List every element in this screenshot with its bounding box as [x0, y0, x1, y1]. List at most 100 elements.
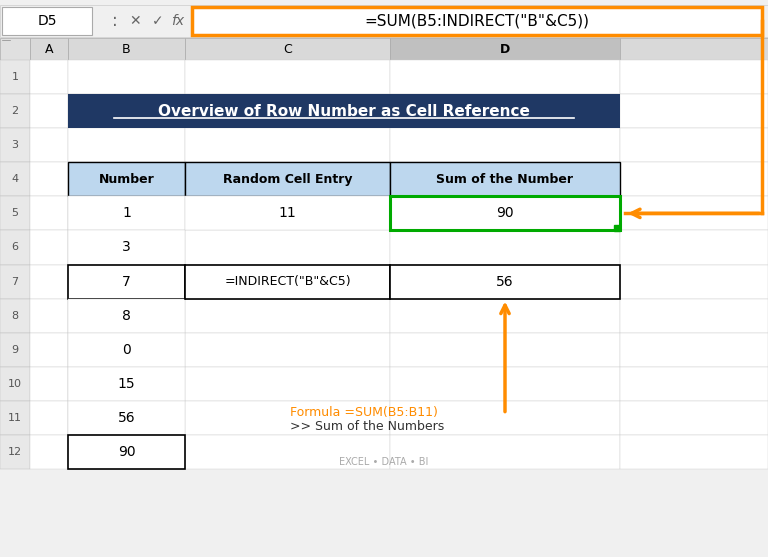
FancyBboxPatch shape — [620, 367, 768, 401]
FancyBboxPatch shape — [68, 265, 185, 299]
Text: =SUM(B5:INDIRECT("B"&C5)): =SUM(B5:INDIRECT("B"&C5)) — [365, 13, 590, 28]
FancyBboxPatch shape — [0, 367, 30, 401]
Text: 90: 90 — [118, 445, 135, 459]
FancyBboxPatch shape — [0, 128, 30, 162]
FancyBboxPatch shape — [620, 162, 768, 196]
FancyBboxPatch shape — [185, 162, 390, 196]
FancyBboxPatch shape — [30, 299, 68, 333]
FancyBboxPatch shape — [390, 299, 620, 333]
FancyBboxPatch shape — [620, 38, 768, 60]
FancyBboxPatch shape — [185, 196, 390, 231]
FancyBboxPatch shape — [185, 38, 390, 60]
FancyBboxPatch shape — [68, 94, 620, 128]
Text: fx: fx — [171, 14, 184, 28]
Text: ✓: ✓ — [152, 14, 164, 28]
FancyBboxPatch shape — [620, 60, 768, 94]
Text: >> Sum of the Numbers: >> Sum of the Numbers — [290, 420, 444, 433]
FancyBboxPatch shape — [68, 401, 185, 435]
Text: Sum of the Number: Sum of the Number — [436, 173, 574, 186]
FancyBboxPatch shape — [390, 401, 620, 435]
FancyBboxPatch shape — [620, 128, 768, 162]
Text: A: A — [45, 42, 53, 56]
FancyBboxPatch shape — [390, 94, 620, 128]
FancyBboxPatch shape — [30, 435, 68, 469]
Text: 8: 8 — [122, 309, 131, 323]
FancyBboxPatch shape — [620, 299, 768, 333]
FancyBboxPatch shape — [0, 60, 30, 94]
FancyBboxPatch shape — [0, 196, 30, 231]
Text: C: C — [283, 42, 292, 56]
FancyBboxPatch shape — [390, 367, 620, 401]
Text: =INDIRECT("B"&C5): =INDIRECT("B"&C5) — [224, 275, 351, 288]
FancyBboxPatch shape — [185, 401, 390, 435]
Text: Random Cell Entry: Random Cell Entry — [223, 173, 353, 186]
FancyBboxPatch shape — [0, 5, 768, 37]
FancyBboxPatch shape — [68, 367, 185, 401]
Text: 0: 0 — [122, 343, 131, 356]
Text: 5: 5 — [12, 208, 18, 218]
FancyBboxPatch shape — [390, 38, 620, 60]
FancyBboxPatch shape — [68, 231, 185, 265]
Text: 15: 15 — [118, 377, 135, 391]
FancyBboxPatch shape — [185, 94, 390, 128]
Text: Number: Number — [98, 173, 154, 186]
FancyBboxPatch shape — [68, 299, 185, 333]
Text: Overview of Row Number as Cell Reference: Overview of Row Number as Cell Reference — [158, 104, 530, 119]
Text: D: D — [500, 42, 510, 56]
FancyBboxPatch shape — [0, 299, 30, 333]
FancyBboxPatch shape — [0, 231, 30, 265]
FancyBboxPatch shape — [390, 162, 620, 196]
FancyBboxPatch shape — [30, 38, 68, 60]
FancyBboxPatch shape — [390, 196, 620, 231]
FancyBboxPatch shape — [30, 265, 68, 299]
FancyBboxPatch shape — [30, 401, 68, 435]
FancyBboxPatch shape — [30, 94, 68, 128]
FancyBboxPatch shape — [68, 196, 185, 231]
Text: 56: 56 — [118, 411, 135, 425]
FancyBboxPatch shape — [68, 333, 185, 367]
FancyBboxPatch shape — [0, 333, 30, 367]
FancyBboxPatch shape — [185, 435, 390, 469]
FancyBboxPatch shape — [185, 299, 390, 333]
Text: 7: 7 — [12, 276, 18, 286]
FancyBboxPatch shape — [620, 333, 768, 367]
Text: 4: 4 — [12, 174, 18, 184]
FancyBboxPatch shape — [68, 162, 185, 196]
FancyBboxPatch shape — [68, 38, 185, 60]
FancyBboxPatch shape — [0, 38, 30, 60]
FancyBboxPatch shape — [390, 128, 620, 162]
Text: 12: 12 — [8, 447, 22, 457]
FancyBboxPatch shape — [68, 162, 185, 196]
Text: 1: 1 — [12, 72, 18, 82]
FancyBboxPatch shape — [192, 7, 762, 35]
Text: 11: 11 — [279, 207, 296, 221]
FancyBboxPatch shape — [68, 401, 185, 435]
FancyBboxPatch shape — [68, 265, 185, 299]
FancyBboxPatch shape — [185, 333, 390, 367]
FancyBboxPatch shape — [68, 435, 185, 469]
FancyBboxPatch shape — [185, 128, 390, 162]
FancyBboxPatch shape — [185, 367, 390, 401]
FancyBboxPatch shape — [68, 196, 185, 231]
FancyBboxPatch shape — [390, 60, 620, 94]
FancyBboxPatch shape — [185, 231, 390, 265]
FancyBboxPatch shape — [68, 435, 185, 469]
FancyBboxPatch shape — [185, 60, 390, 94]
Text: 9: 9 — [12, 345, 18, 355]
FancyBboxPatch shape — [30, 128, 68, 162]
Text: B: B — [122, 42, 131, 56]
FancyBboxPatch shape — [68, 367, 185, 401]
Text: 90: 90 — [496, 207, 514, 221]
FancyBboxPatch shape — [185, 265, 390, 299]
FancyBboxPatch shape — [30, 162, 68, 196]
Text: EXCEL • DATA • BI: EXCEL • DATA • BI — [339, 457, 429, 467]
FancyBboxPatch shape — [30, 60, 68, 94]
Text: 7: 7 — [122, 275, 131, 289]
FancyBboxPatch shape — [0, 401, 30, 435]
FancyBboxPatch shape — [0, 94, 30, 128]
FancyBboxPatch shape — [95, 7, 180, 35]
Text: 10: 10 — [8, 379, 22, 389]
FancyBboxPatch shape — [620, 94, 768, 128]
FancyBboxPatch shape — [0, 162, 30, 196]
FancyBboxPatch shape — [30, 196, 68, 231]
